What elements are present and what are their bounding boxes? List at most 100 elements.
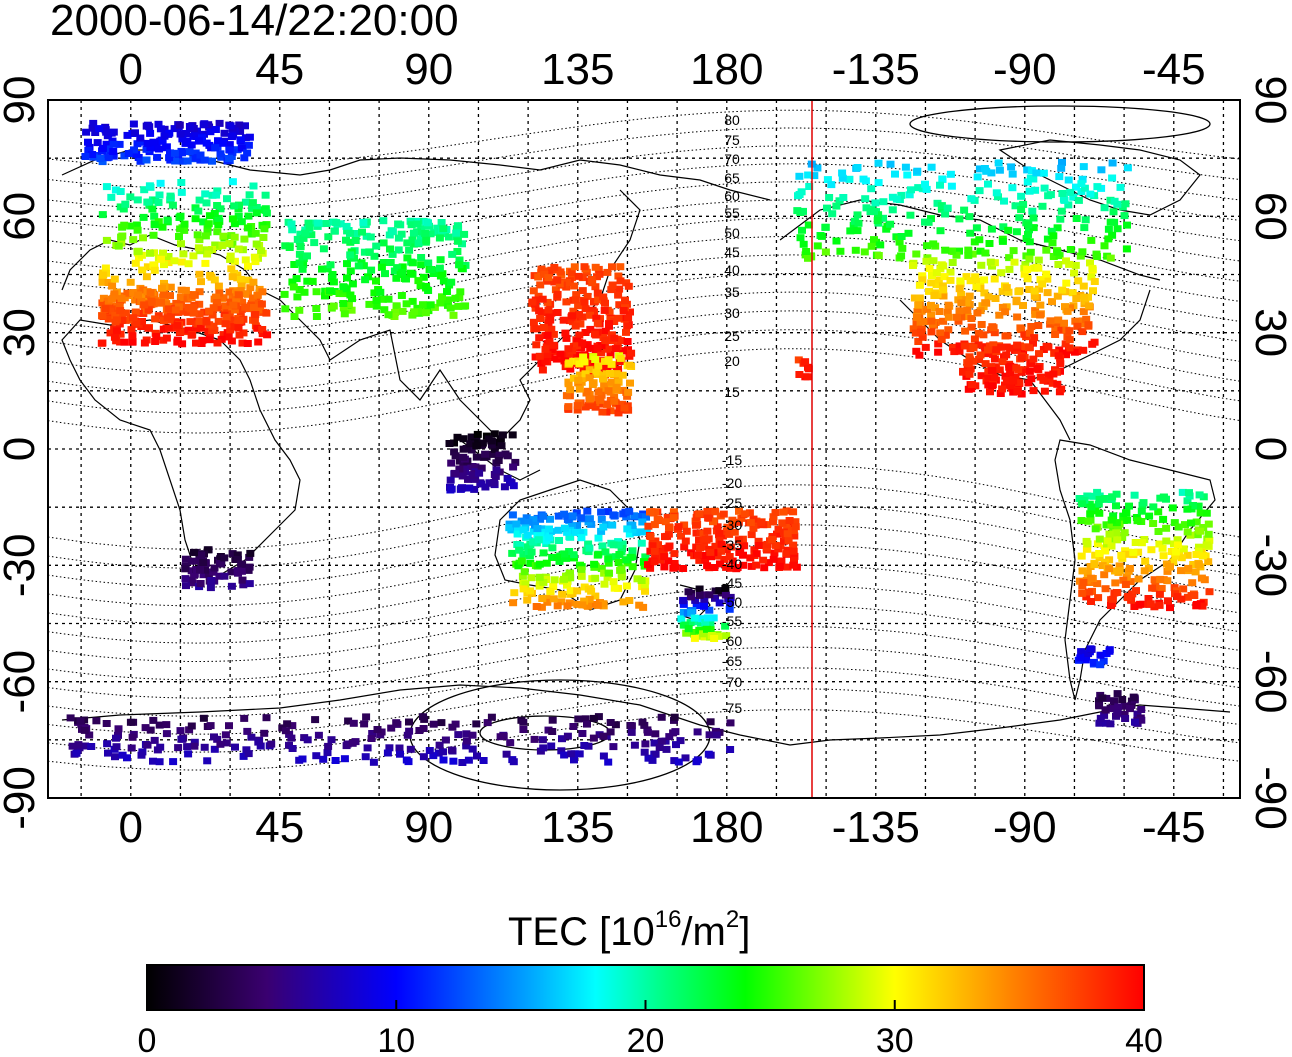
tec-observation xyxy=(1125,565,1134,572)
tec-observation xyxy=(650,558,659,566)
tec-observation xyxy=(998,237,1007,245)
tec-observation xyxy=(481,450,490,458)
tec-observation xyxy=(670,713,679,721)
tec-observation xyxy=(1093,540,1102,548)
tec-observation xyxy=(256,742,265,750)
tec-observation xyxy=(515,546,524,554)
tec-observation xyxy=(523,531,532,539)
tec-observation xyxy=(789,527,798,534)
tec-observation xyxy=(721,622,730,630)
tec-observation xyxy=(1062,279,1071,287)
right-latitude-label: -60 xyxy=(1246,650,1292,714)
tec-observation xyxy=(346,229,354,237)
tec-observation xyxy=(618,371,627,379)
tec-observation xyxy=(229,301,238,309)
tec-observation xyxy=(330,227,339,235)
tec-observation xyxy=(625,507,634,515)
tec-observation xyxy=(710,564,719,571)
tec-observation xyxy=(1159,515,1168,523)
tec-observation xyxy=(500,483,509,491)
tec-observation xyxy=(955,342,964,350)
tec-observation xyxy=(237,218,246,226)
tec-observation xyxy=(470,475,479,483)
tec-observation xyxy=(710,635,719,642)
tec-observation xyxy=(660,553,669,561)
tec-observation xyxy=(1195,491,1204,499)
tec-observation xyxy=(1199,493,1208,501)
tec-observation xyxy=(907,186,915,194)
tec-observation xyxy=(534,273,543,281)
tec-observation xyxy=(251,229,260,237)
tec-observation xyxy=(1026,248,1035,256)
tec-observation xyxy=(674,523,683,531)
tec-observation xyxy=(657,713,666,721)
tec-observation xyxy=(241,303,250,311)
tec-observation xyxy=(854,219,863,227)
tec-observation xyxy=(623,338,632,345)
right-latitude-label: 90 xyxy=(1246,76,1292,125)
tec-observation xyxy=(603,400,611,408)
tec-observation xyxy=(140,301,149,309)
tec-observation xyxy=(1019,302,1027,309)
tec-observation xyxy=(626,308,634,316)
contour-label: 45 xyxy=(724,244,740,260)
tec-observation xyxy=(1105,556,1114,564)
tec-observation xyxy=(238,246,247,254)
tec-observation xyxy=(984,180,992,188)
tec-observation xyxy=(553,290,562,298)
tec-observation xyxy=(194,244,203,252)
tec-observation xyxy=(1165,563,1174,571)
tec-observation xyxy=(237,567,246,575)
tec-observation xyxy=(443,296,452,304)
contour-label: -15 xyxy=(722,452,742,468)
tec-observation xyxy=(1105,565,1114,573)
tec-observation xyxy=(571,528,580,536)
tec-observation xyxy=(339,304,348,312)
tec-observation xyxy=(290,261,299,268)
tec-observation xyxy=(324,742,333,750)
tec-observation xyxy=(162,721,171,729)
tec-observation xyxy=(1066,188,1075,196)
tec-observation xyxy=(567,750,576,758)
tec-observation xyxy=(921,180,929,188)
tec-observation xyxy=(102,720,111,727)
tec-observation xyxy=(205,336,214,344)
tec-observation xyxy=(728,520,737,528)
tec-observation xyxy=(948,259,957,266)
tec-observation xyxy=(927,279,936,287)
tec-observation xyxy=(1069,193,1078,201)
tec-observation xyxy=(424,219,432,227)
tec-observation xyxy=(669,508,678,516)
tec-observation xyxy=(981,299,990,307)
tec-observation xyxy=(1036,301,1045,309)
tec-observation xyxy=(1039,169,1048,177)
tec-observation xyxy=(532,325,541,333)
tec-observation xyxy=(376,288,385,296)
tec-observation xyxy=(434,749,443,757)
tec-observation xyxy=(925,265,934,272)
tec-observation xyxy=(260,225,269,233)
tec-observation xyxy=(616,277,625,285)
tec-observation xyxy=(664,544,673,552)
tec-observation xyxy=(577,344,586,351)
tec-observation xyxy=(860,248,869,256)
tec-observation xyxy=(789,541,798,549)
tec-observation xyxy=(295,306,304,314)
tec-observation xyxy=(216,205,225,213)
contour-label: 20 xyxy=(724,353,740,369)
tec-observation xyxy=(503,452,512,460)
left-latitude-label: -30 xyxy=(0,534,44,598)
tec-observation xyxy=(231,743,239,751)
tec-observation xyxy=(150,212,159,220)
tec-observation xyxy=(568,512,577,520)
tec-observation xyxy=(1065,336,1074,344)
tec-observation xyxy=(293,293,302,301)
tec-observation xyxy=(591,283,600,291)
tec-observation xyxy=(331,757,340,764)
tec-observation xyxy=(813,242,822,250)
tec-observation xyxy=(544,319,553,327)
tec-observation xyxy=(162,334,171,342)
tec-observation xyxy=(967,323,976,331)
tec-observation xyxy=(471,463,480,471)
bottom-longitude-label: 45 xyxy=(255,803,304,852)
